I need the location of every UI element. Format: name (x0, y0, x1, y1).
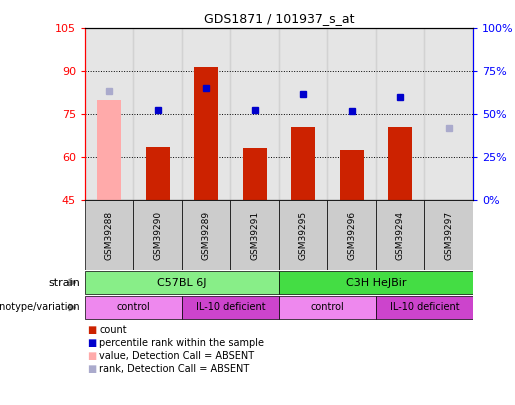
Bar (376, 200, 424, 270)
Text: GSM39290: GSM39290 (153, 211, 162, 260)
Text: strain: strain (48, 277, 80, 288)
Bar (133, 200, 182, 270)
Bar (194, 67, 218, 200)
Bar (279, 200, 328, 270)
Bar (182, 296, 279, 319)
Bar (376, 296, 473, 319)
Text: count: count (99, 325, 127, 335)
Bar (85, 200, 133, 270)
Bar (85, 296, 182, 319)
Bar (339, 150, 364, 200)
Bar (279, 296, 376, 319)
Bar (231, 200, 279, 270)
Text: ■: ■ (87, 338, 96, 348)
Bar (231, 28, 279, 200)
Title: GDS1871 / 101937_s_at: GDS1871 / 101937_s_at (204, 13, 354, 26)
Bar (243, 148, 267, 200)
Bar (182, 200, 231, 270)
Text: C3H HeJBir: C3H HeJBir (346, 277, 406, 288)
Text: C57BL 6J: C57BL 6J (157, 277, 207, 288)
Text: control: control (116, 303, 150, 313)
Bar (279, 28, 328, 200)
Bar (424, 200, 473, 270)
Bar (85, 28, 133, 200)
Text: genotype/variation: genotype/variation (0, 303, 80, 313)
Text: ■: ■ (87, 325, 96, 335)
Text: GSM39296: GSM39296 (347, 211, 356, 260)
Bar (146, 147, 170, 200)
Text: percentile rank within the sample: percentile rank within the sample (99, 338, 264, 348)
Bar (279, 271, 473, 294)
Bar (388, 127, 413, 200)
Text: value, Detection Call = ABSENT: value, Detection Call = ABSENT (99, 351, 254, 361)
Bar (182, 28, 231, 200)
Bar (328, 200, 376, 270)
Text: IL-10 deficient: IL-10 deficient (196, 303, 265, 313)
Text: IL-10 deficient: IL-10 deficient (390, 303, 459, 313)
Text: GSM39288: GSM39288 (105, 211, 114, 260)
Text: control: control (311, 303, 345, 313)
Bar (424, 28, 473, 200)
Bar (328, 28, 376, 200)
Text: ■: ■ (87, 364, 96, 374)
Bar (97, 100, 122, 200)
Bar (376, 28, 424, 200)
Text: GSM39295: GSM39295 (299, 211, 308, 260)
Text: GSM39297: GSM39297 (444, 211, 453, 260)
Text: rank, Detection Call = ABSENT: rank, Detection Call = ABSENT (99, 364, 249, 374)
Bar (133, 28, 182, 200)
Text: GSM39291: GSM39291 (250, 211, 259, 260)
Text: GSM39289: GSM39289 (202, 211, 211, 260)
Bar (291, 127, 315, 200)
Text: GSM39294: GSM39294 (396, 211, 405, 260)
Bar (85, 271, 279, 294)
Text: ■: ■ (87, 351, 96, 361)
